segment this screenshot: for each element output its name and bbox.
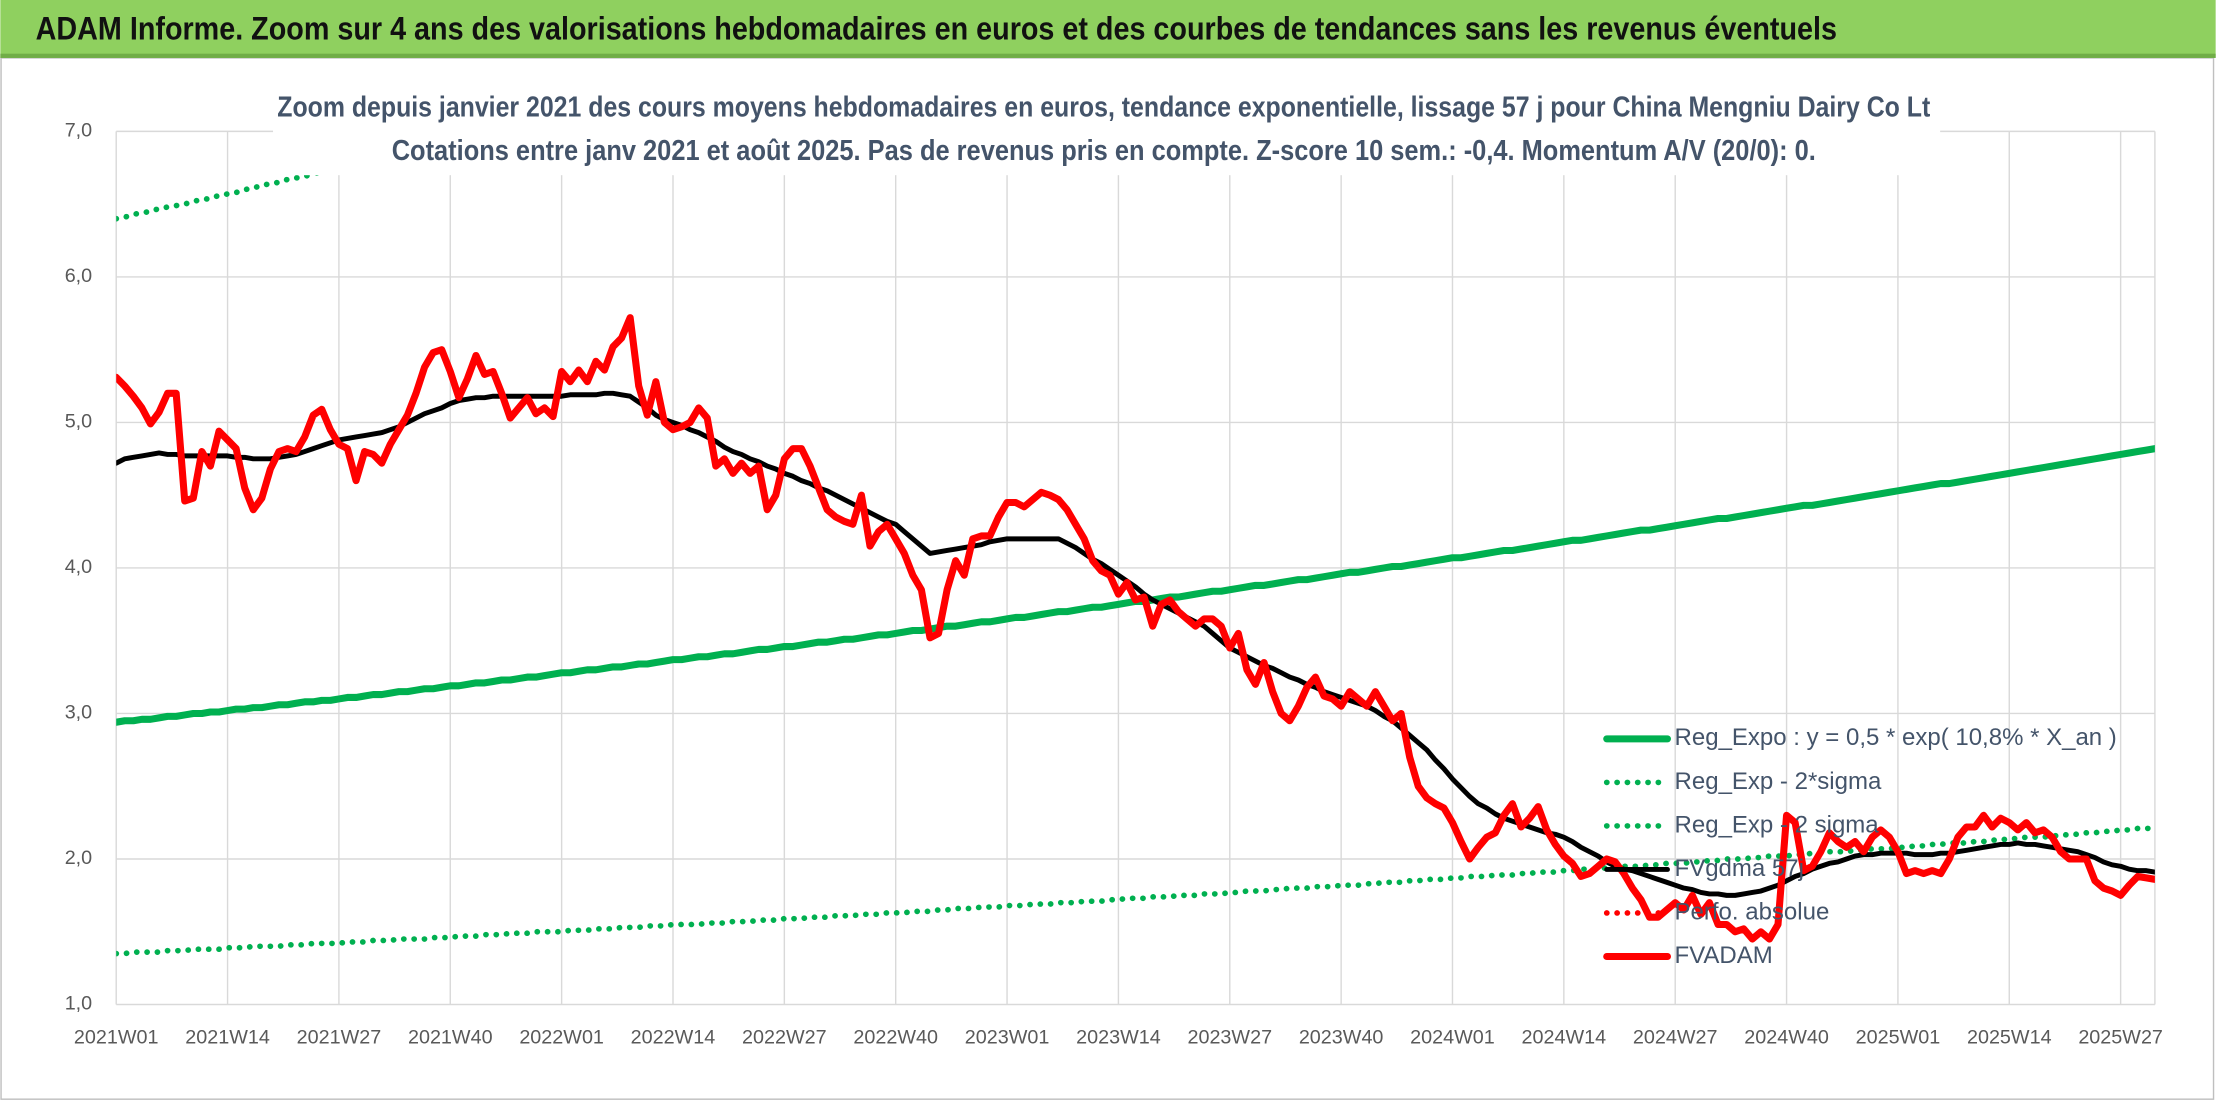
legend-label: Reg_Exp - 2 sigma: [1675, 811, 1880, 838]
series-line: [116, 825, 2155, 957]
y-tick-label: 4,0: [65, 556, 92, 578]
banner: [0, 0, 2216, 58]
legend-label: FVgdma 57j: [1675, 855, 1804, 882]
y-tick-label: 3,0: [65, 702, 92, 724]
x-tick-label: 2022W40: [853, 1027, 938, 1049]
legend-label: Perfo. absolue: [1675, 898, 1830, 925]
y-tick-label: 7,0: [65, 120, 92, 142]
x-tick-label: 2023W14: [1076, 1027, 1161, 1049]
banner-edge: [0, 53, 2216, 58]
legend: Reg_Expo : y = 0,5 * exp( 10,8% * X_an )…: [1603, 724, 2117, 969]
subtitle: Zoom depuis janvier 2021 des cours moyen…: [277, 90, 1931, 122]
x-tick-label: 2022W01: [519, 1027, 604, 1049]
x-tick-label: 2022W14: [631, 1027, 716, 1049]
x-tick-label: 2024W40: [1744, 1027, 1829, 1049]
legend-label: Reg_Expo : y = 0,5 * exp( 10,8% * X_an ): [1675, 724, 2117, 751]
legend-label: Reg_Exp - 2*sigma: [1675, 768, 1882, 795]
x-tick-label: 2025W14: [1967, 1027, 2052, 1049]
x-tick-label: 2024W14: [1522, 1027, 1607, 1049]
chart-title: ADAM Informe. Zoom sur 4 ans des valoris…: [36, 11, 1837, 47]
y-tick-label: 5,0: [65, 411, 92, 433]
y-tick-label: 1,0: [65, 993, 92, 1015]
x-tick-label: 2024W01: [1410, 1027, 1495, 1049]
legend-label: FVADAM: [1675, 942, 1773, 969]
x-tick-label: 2025W01: [1856, 1027, 1941, 1049]
plot-lines: [116, 131, 2155, 957]
x-tick-label: 2021W14: [185, 1027, 270, 1049]
x-tick-label: 2025W27: [2078, 1027, 2163, 1049]
x-tick-label: 2022W27: [742, 1027, 827, 1049]
x-tick-label: 2023W40: [1299, 1027, 1384, 1049]
x-tick-label: 2021W27: [297, 1027, 382, 1049]
x-tick-label: 2021W40: [408, 1027, 493, 1049]
series-line: [116, 314, 2155, 943]
y-tick-label: 6,0: [65, 265, 92, 287]
x-tick-label: 2024W27: [1633, 1027, 1718, 1049]
x-tick-label: 2023W27: [1187, 1027, 1272, 1049]
subtitle-box: [273, 84, 1941, 176]
y-tick-label: 2,0: [65, 847, 92, 869]
x-tick-label: 2023W01: [965, 1027, 1050, 1049]
axes: 1,0 2,0 3,0 4,0 5,0 6,0 7,0 2021W01 2021W14 2021W…: [65, 120, 2163, 1049]
subtitle: Cotations entre janv 2021 et août 2025. …: [392, 134, 1816, 166]
x-tick-label: 2021W01: [74, 1027, 159, 1049]
